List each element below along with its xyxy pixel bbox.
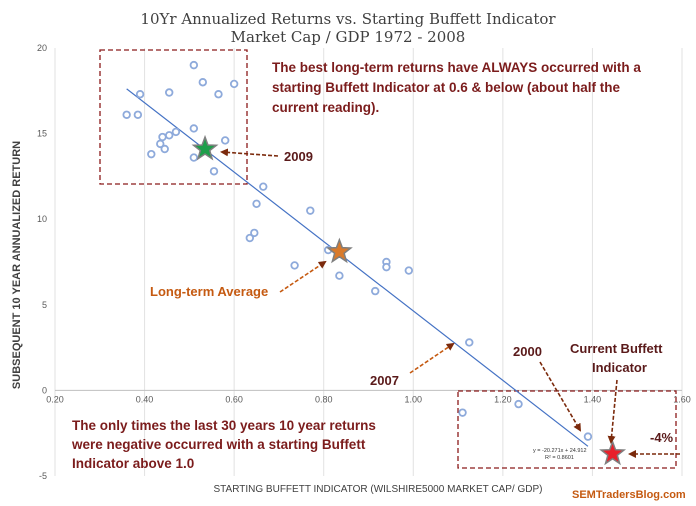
trendline-r-squared: R² = 0.8601: [545, 455, 574, 461]
data-point: [371, 286, 380, 296]
arrow-long-term-average: [279, 260, 327, 293]
y-tick-label: 20: [37, 43, 47, 53]
data-point: [189, 124, 199, 133]
label-2007: 2007: [370, 373, 399, 388]
arrow-2009: [220, 148, 279, 157]
top-note-line-1: The best long-term returns have ALWAYS o…: [272, 60, 641, 75]
x-tick-label: 0.40: [136, 394, 154, 404]
data-point: [220, 136, 230, 145]
data-point: [458, 408, 467, 417]
data-point: [306, 206, 315, 215]
label-2000: 2000: [513, 344, 542, 359]
y-axis-label: SUBSEQUENT 10 YEAR ANNUALIZED RETURN: [11, 141, 23, 389]
arrow-2000: [539, 361, 582, 432]
data-point: [290, 261, 299, 270]
data-point: [229, 79, 239, 89]
high-indicator-box: [457, 390, 677, 469]
data-point: [465, 338, 474, 347]
x-tick-label: 1.20: [494, 394, 512, 404]
data-point: [189, 153, 199, 162]
data-point: [165, 131, 174, 140]
highlighted-point-star: [599, 439, 627, 466]
x-tick-label: 0.60: [225, 394, 243, 404]
bottom-note-line-1: The only times the last 30 years 10 year…: [72, 418, 376, 433]
data-point: [514, 399, 523, 409]
data-point: [214, 90, 223, 99]
data-point: [133, 110, 143, 119]
y-tick-label: 5: [42, 300, 47, 310]
x-tick-label: 1.40: [584, 394, 602, 404]
top-note-line-3: current reading).: [272, 100, 379, 115]
highlighted-point-star: [325, 237, 353, 264]
tick-labels: 0.20 0.40 0.60 0.80 1.00 1.20 1.40 1.60 -5 0 5 10 15…: [37, 43, 691, 481]
y-tick-label: -5: [39, 471, 47, 481]
data-point: [160, 144, 169, 154]
bottom-note-line-3: Indicator above 1.0: [72, 456, 194, 471]
x-tick-label: 0.20: [46, 394, 64, 404]
highlighted-points: [191, 134, 627, 466]
data-point: [335, 271, 344, 280]
arrow-current-indicator: [607, 379, 618, 444]
data-point: [259, 182, 268, 191]
label-long-term-average: Long-term Average: [150, 284, 268, 299]
data-point: [122, 110, 131, 119]
data-point: [583, 432, 593, 441]
data-points: [122, 60, 593, 441]
data-point: [245, 233, 255, 243]
label-2009: 2009: [284, 149, 313, 164]
x-tick-label: 1.00: [405, 394, 423, 404]
bottom-note-line-2: were negative occurred with a starting B…: [71, 437, 366, 452]
data-point: [209, 167, 219, 176]
data-point: [158, 132, 167, 142]
x-tick-label: 1.60: [673, 394, 691, 404]
highlighted-point-star: [191, 134, 219, 161]
y-tick-label: 0: [42, 385, 47, 395]
label-current-line-2: Indicator: [592, 360, 647, 375]
data-point: [189, 60, 199, 70]
data-point: [252, 199, 261, 208]
data-point: [135, 90, 145, 99]
gridlines: [54, 48, 683, 476]
chart-subtitle: Market Cap / GDP 1972 - 2008: [231, 28, 466, 46]
trendline-equation: y = -20.271x + 24.912: [533, 448, 587, 454]
x-tick-label: 0.80: [315, 394, 333, 404]
top-note-line-2: starting Buffett Indicator at 0.6 & belo…: [272, 80, 621, 95]
data-point: [147, 149, 156, 159]
y-tick-label: 10: [37, 214, 47, 224]
label-current-line-1: Current Buffett: [570, 341, 663, 356]
chart-title: 10Yr Annualized Returns vs. Starting Buf…: [140, 10, 556, 28]
low-indicator-box: [99, 49, 248, 185]
data-point: [165, 88, 174, 97]
x-axis-label: STARTING BUFFETT INDICATOR (WILSHIRE5000…: [214, 484, 543, 495]
data-point: [250, 228, 259, 238]
data-point: [171, 127, 181, 137]
data-point: [198, 78, 207, 87]
data-point: [404, 266, 414, 275]
label-negative-4-percent: -4%: [650, 430, 674, 445]
y-tick-label: 15: [37, 129, 47, 139]
arrow-2007: [409, 342, 455, 374]
data-point: [382, 262, 391, 272]
trendline: [126, 88, 589, 447]
watermark: SEMTradersBlog.com: [572, 489, 686, 501]
